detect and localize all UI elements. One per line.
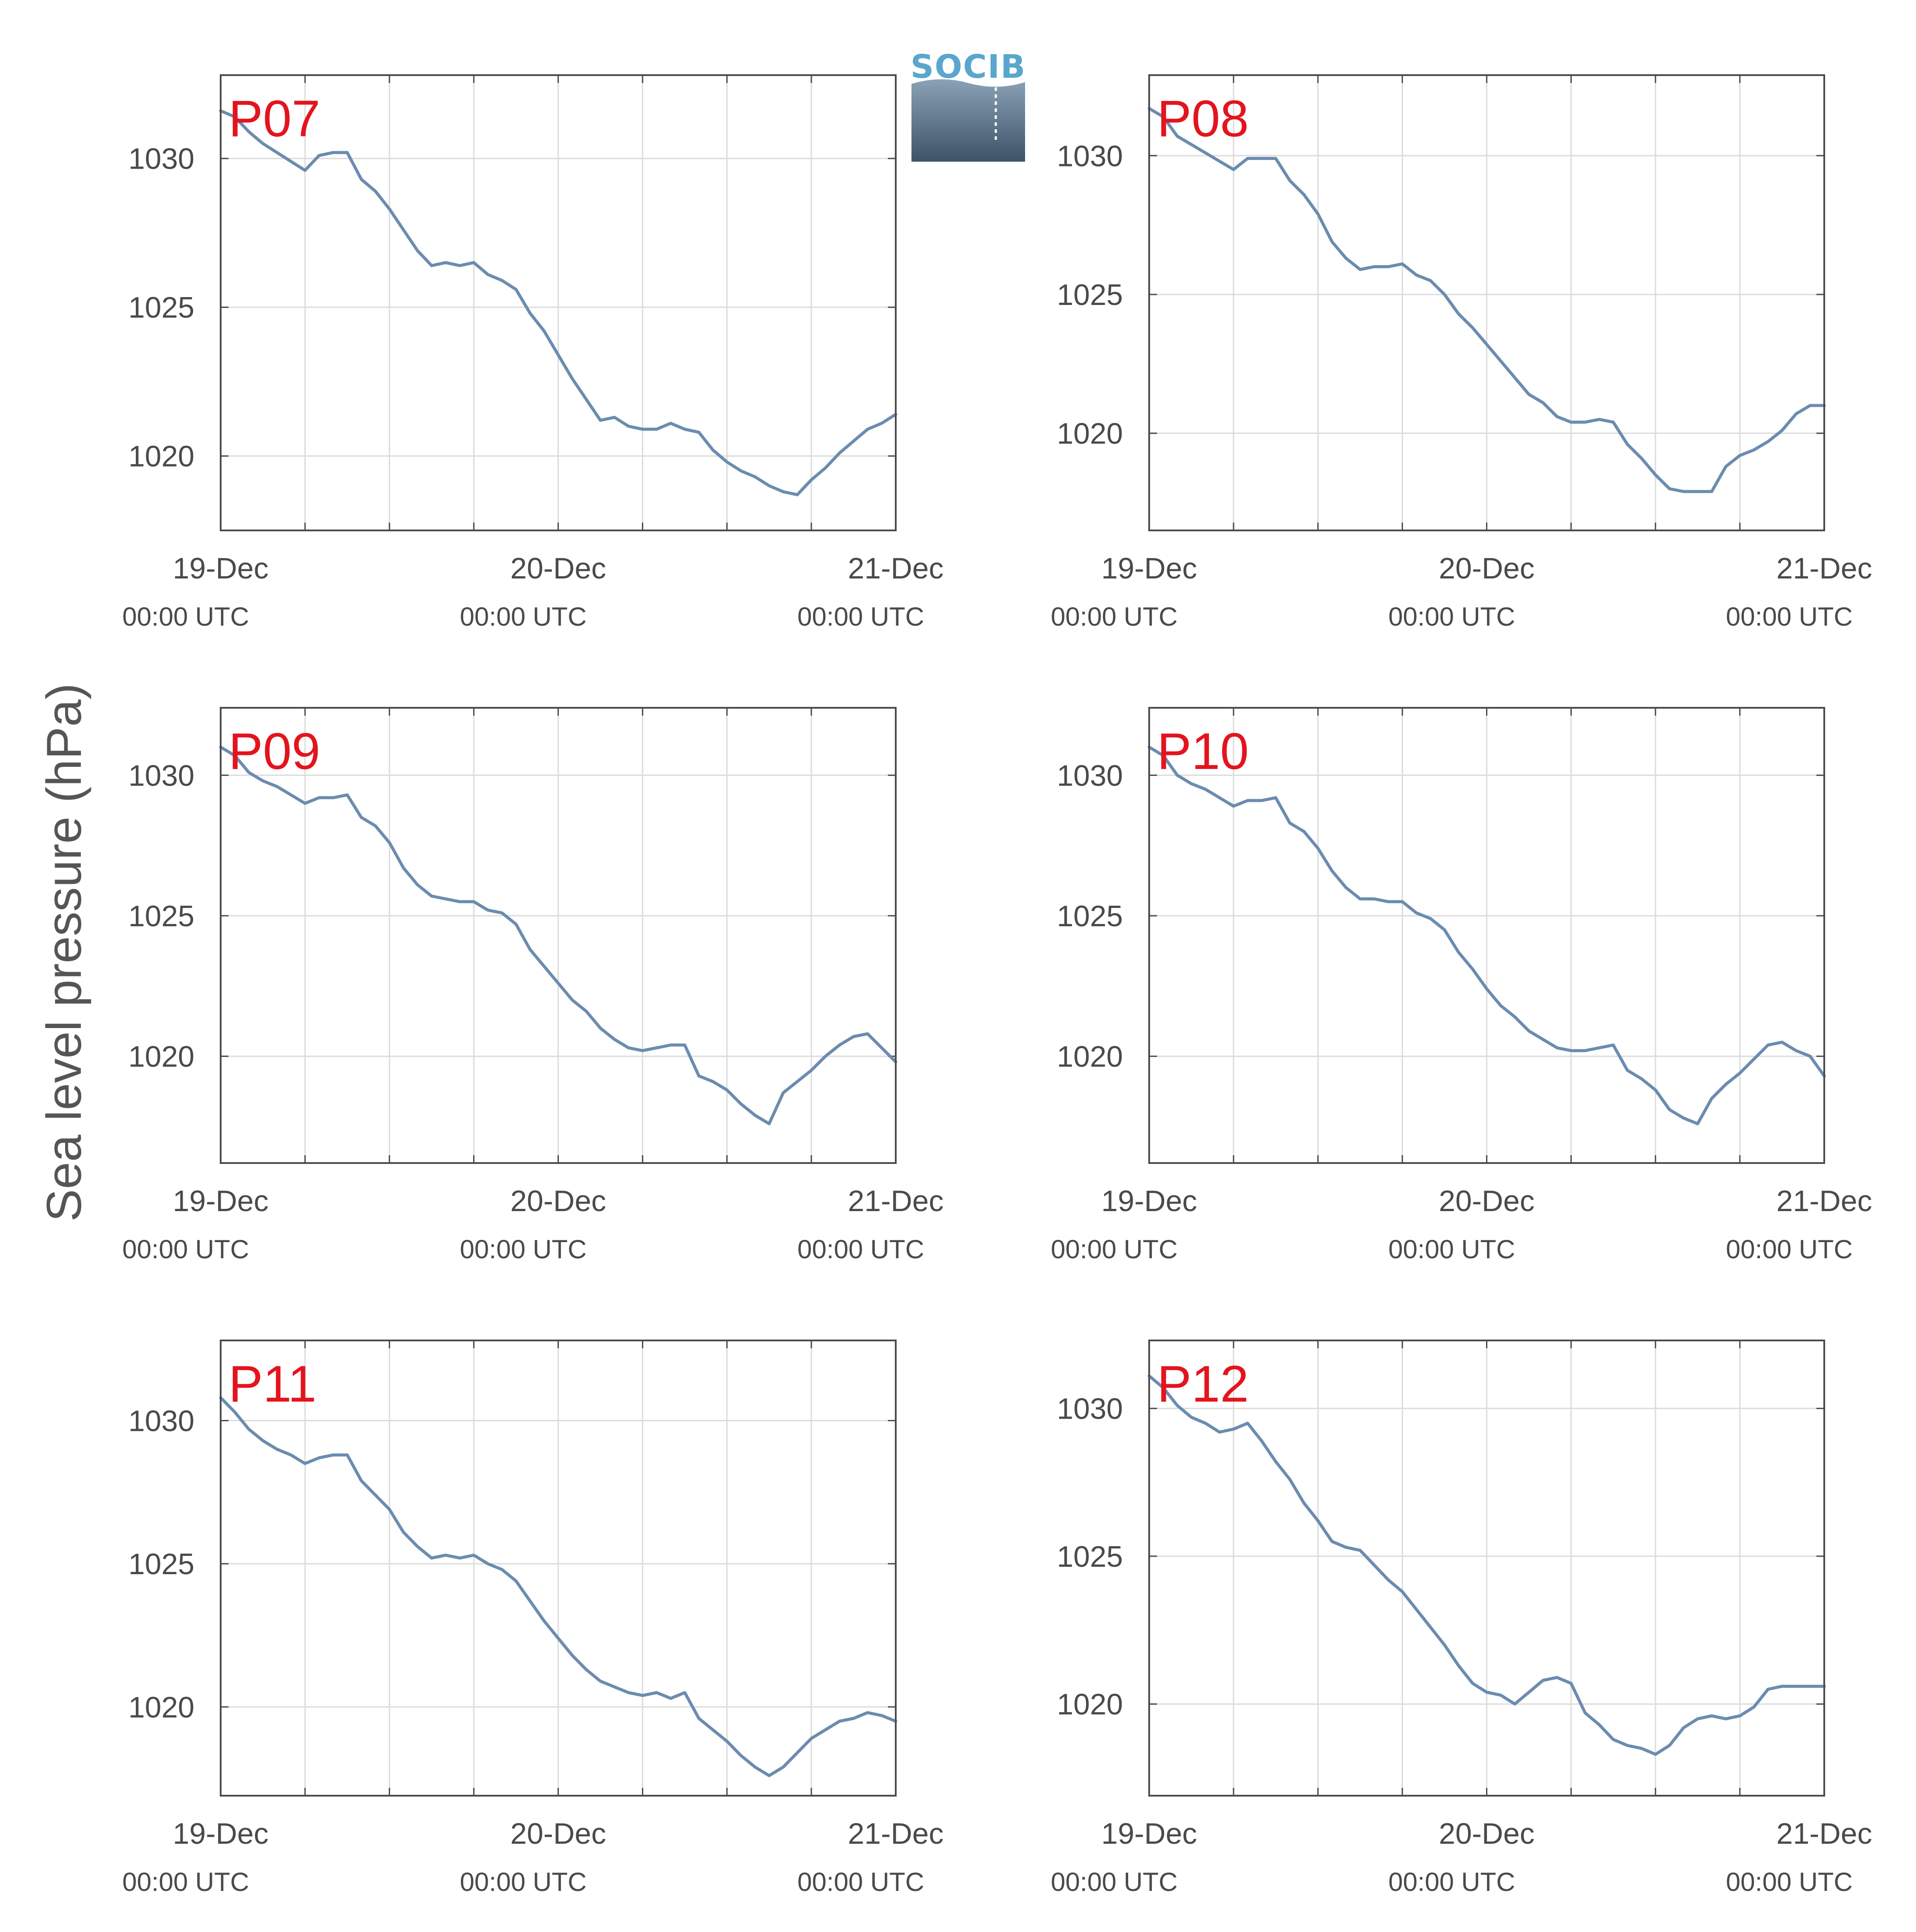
x-tick-sublabel: 00:00 UTC [797,1235,924,1264]
y-tick-label: 1030 [128,759,194,792]
series-line-p09 [219,745,897,1125]
y-tick-label: 1020 [1057,1688,1123,1721]
x-tick-label: 21-Dec [848,1817,943,1850]
panel-label-p11: P11 [229,1355,316,1413]
y-axis-label: Sea level pressure (hPa) [37,683,91,1222]
panel-label-p08: P08 [1157,90,1249,148]
x-tick-sublabel: 00:00 UTC [1051,1867,1178,1897]
chart-panel-p08: 1020 1025 1030 19-Dec 00:00 UTC 20-Dec 00:00 U… [1051,74,1872,631]
x-tick-label: 20-Dec [510,1184,606,1218]
x-tick-label: 21-Dec [848,552,943,585]
series-line-p07 [219,109,897,496]
series-line-p10 [1147,745,1826,1125]
x-tick-sublabel: 00:00 UTC [1051,1235,1178,1264]
plot-frame [1148,707,1825,1164]
x-tick-sublabel: 00:00 UTC [460,602,586,631]
y-tick-label: 1020 [128,440,194,473]
panel-label-p07: P07 [229,90,320,148]
y-tick-label: 1025 [1057,278,1123,312]
y-tick-label: 1025 [128,291,194,324]
x-tick-label: 21-Dec [848,1184,943,1218]
x-tick-label: 19-Dec [1101,1184,1197,1218]
x-tick-label: 19-Dec [173,1184,268,1218]
x-tick-sublabel: 00:00 UTC [1726,602,1853,631]
series-line-p11 [219,1396,897,1777]
x-tick-label: 19-Dec [1101,552,1197,585]
plot-frame [1148,1340,1825,1797]
chart-panel-p09: 1020 1025 1030 19-Dec 00:00 UTC 20-Dec 00:00 U… [122,707,944,1264]
panel-label-p10: P10 [1157,723,1249,780]
x-tick-sublabel: 00:00 UTC [1388,602,1515,631]
plot-frame [220,707,897,1164]
y-tick-label: 1025 [1057,1540,1123,1573]
x-tick-label: 19-Dec [173,1817,268,1850]
series-line-p08 [1147,107,1826,493]
x-tick-label: 21-Dec [1776,1817,1872,1850]
chart-panels: 1020 1025 1030 19-Dec 00:00 UTC 20-Dec 00:00 U… [122,74,1872,1897]
x-tick-sublabel: 00:00 UTC [460,1235,586,1264]
y-tick-label: 1030 [1057,139,1123,173]
x-tick-sublabel: 00:00 UTC [122,1867,249,1897]
socib-logo: SOCIB [911,48,1026,162]
y-tick-label: 1020 [128,1691,194,1724]
y-tick-label: 1020 [1057,1040,1123,1073]
plot-frame [1148,74,1825,531]
y-tick-label: 1020 [128,1040,194,1073]
x-tick-label: 21-Dec [1776,1184,1872,1218]
chart-panel-p07: 1020 1025 1030 19-Dec 00:00 UTC 20-Dec 00:00 U… [122,74,944,631]
plot-frame [220,74,897,531]
x-tick-sublabel: 00:00 UTC [797,1867,924,1897]
x-tick-sublabel: 00:00 UTC [122,602,249,631]
logo-text: SOCIB [911,48,1026,86]
x-tick-label: 19-Dec [1101,1817,1197,1850]
x-tick-sublabel: 00:00 UTC [797,602,924,631]
series-line-p12 [1147,1374,1826,1756]
y-tick-label: 1025 [1057,900,1123,933]
y-tick-label: 1030 [128,142,194,176]
chart-panel-p10: 1020 1025 1030 19-Dec 00:00 UTC 20-Dec 00:00 U… [1051,707,1872,1264]
x-tick-sublabel: 00:00 UTC [1051,602,1178,631]
y-tick-label: 1020 [1057,417,1123,450]
x-tick-sublabel: 00:00 UTC [122,1235,249,1264]
x-tick-sublabel: 00:00 UTC [1388,1867,1515,1897]
panel-label-p09: P09 [229,723,320,780]
y-tick-label: 1025 [128,1548,194,1581]
x-tick-label: 21-Dec [1776,552,1872,585]
x-tick-sublabel: 00:00 UTC [460,1867,586,1897]
plot-frame [220,1340,897,1797]
panel-label-p12: P12 [1157,1355,1249,1413]
x-tick-label: 19-Dec [173,552,268,585]
y-tick-label: 1025 [128,900,194,933]
x-tick-sublabel: 00:00 UTC [1726,1235,1853,1264]
x-tick-sublabel: 00:00 UTC [1388,1235,1515,1264]
x-tick-label: 20-Dec [1439,1817,1535,1850]
x-tick-label: 20-Dec [510,552,606,585]
x-tick-label: 20-Dec [510,1817,606,1850]
x-tick-label: 20-Dec [1439,552,1535,585]
x-tick-sublabel: 00:00 UTC [1726,1867,1853,1897]
chart-panel-p11: 1020 1025 1030 19-Dec 00:00 UTC 20-Dec 00:00 U… [122,1340,944,1897]
y-tick-label: 1030 [1057,759,1123,792]
x-tick-label: 20-Dec [1439,1184,1535,1218]
y-tick-label: 1030 [1057,1392,1123,1426]
y-tick-label: 1030 [128,1404,194,1437]
chart-panel-p12: 1020 1025 1030 19-Dec 00:00 UTC 20-Dec 00:00 U… [1051,1340,1872,1897]
